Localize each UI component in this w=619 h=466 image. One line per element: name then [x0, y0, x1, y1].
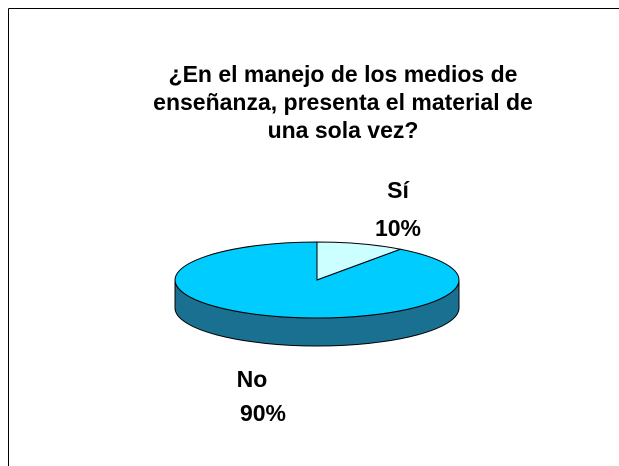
slice-value-label: 10% [375, 215, 421, 241]
pie-slice [174, 241, 460, 319]
chart-title: una sola vez? [268, 117, 419, 143]
slice-value-label: 90% [240, 400, 286, 426]
slice-label: Sí [387, 177, 410, 203]
chart-title: ¿En el manejo de los medios de [169, 61, 518, 87]
slice-label: No [237, 366, 268, 392]
pie-slice [316, 241, 403, 281]
chart-title: enseñanza, presenta el material de [153, 89, 533, 115]
